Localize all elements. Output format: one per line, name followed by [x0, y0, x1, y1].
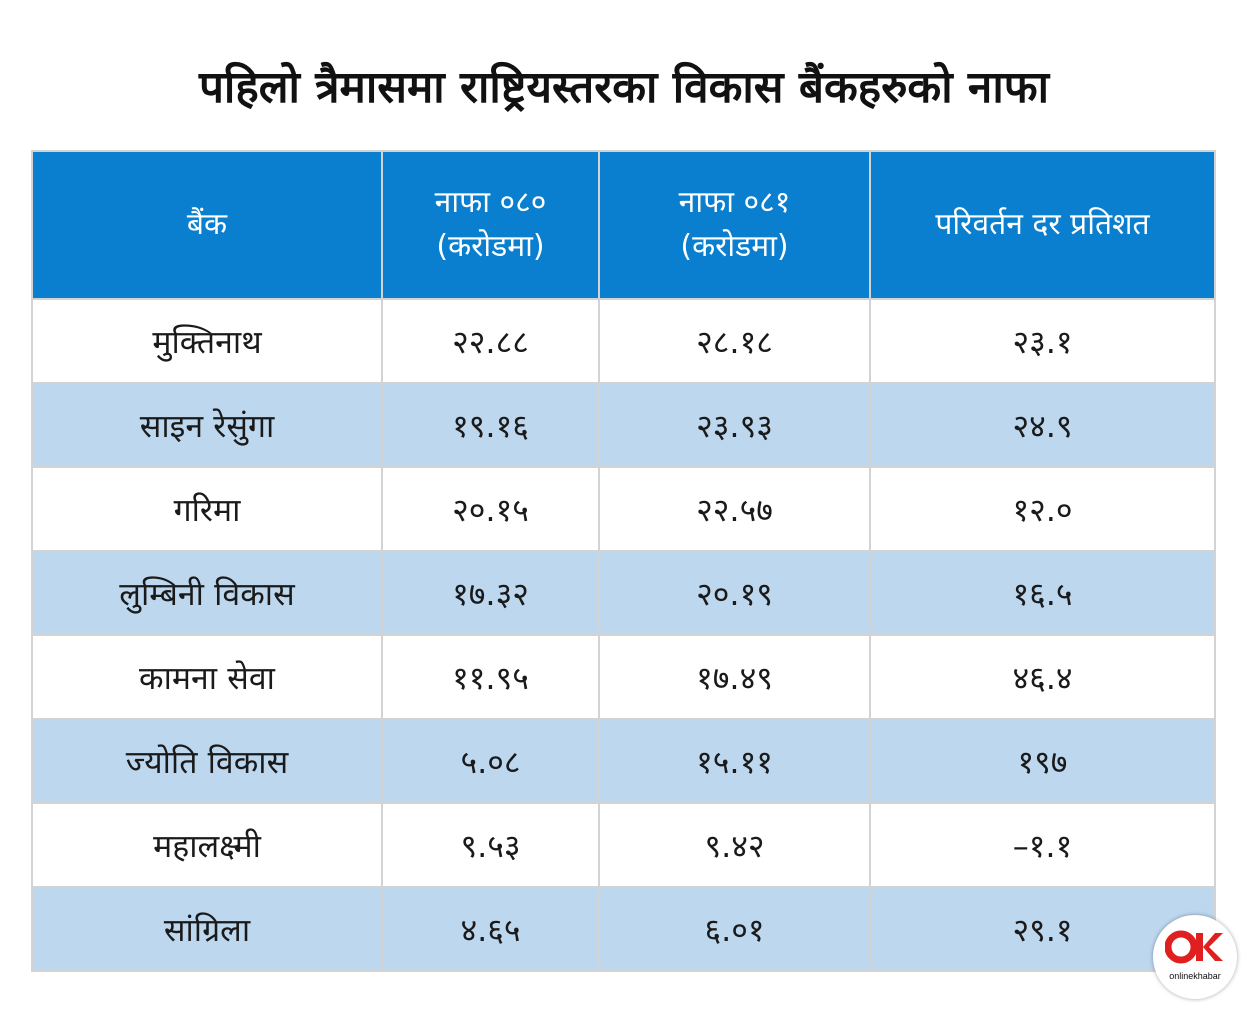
cell-change: २४.९ [869, 382, 1216, 468]
table-row: कामना सेवा ११.९५ १७.४९ ४६.४ [31, 634, 1216, 720]
table-row: सांग्रिला ४.६५ ६.०१ २९.१ [31, 886, 1216, 972]
cell-change: १९७ [869, 718, 1216, 804]
cell-change: ४६.४ [869, 634, 1216, 720]
cell-profit-081: २३.९३ [598, 382, 871, 468]
header-change-rate: परिवर्तन दर प्रतिशत [869, 150, 1216, 300]
cell-profit-080: १७.३२ [381, 550, 600, 636]
onlinekhabar-logo: onlinekhabar [1153, 915, 1237, 999]
cell-bank: गरिमा [31, 466, 383, 552]
cell-change: २९.१ [869, 886, 1216, 972]
cell-bank: लुम्बिनी विकास [31, 550, 383, 636]
cell-change: १६.५ [869, 550, 1216, 636]
table-row: साइन रेसुंगा १९.१६ २३.९३ २४.९ [31, 382, 1216, 468]
bank-profit-table: बैंक नाफा ०८० (करोडमा) नाफा ०८१ (करोडमा)… [31, 150, 1216, 972]
cell-change: १२.० [869, 466, 1216, 552]
cell-bank: मुक्तिनाथ [31, 298, 383, 384]
logo-caption: onlinekhabar [1169, 971, 1221, 981]
cell-bank: सांग्रिला [31, 886, 383, 972]
header-profit-080: नाफा ०८० (करोडमा) [381, 150, 600, 300]
cell-profit-080: २२.८८ [381, 298, 600, 384]
cell-profit-080: २०.१५ [381, 466, 600, 552]
cell-bank: कामना सेवा [31, 634, 383, 720]
header-profit-081: नाफा ०८१ (करोडमा) [598, 150, 871, 300]
cell-profit-080: ५.०८ [381, 718, 600, 804]
cell-change: –१.१ [869, 802, 1216, 888]
cell-change: २३.१ [869, 298, 1216, 384]
cell-profit-081: २२.५७ [598, 466, 871, 552]
cell-profit-080: ९.५३ [381, 802, 600, 888]
header-bank: बैंक [31, 150, 383, 300]
cell-profit-081: ९.४२ [598, 802, 871, 888]
table-row: गरिमा २०.१५ २२.५७ १२.० [31, 466, 1216, 552]
ok-logo-icon [1165, 930, 1223, 964]
table-header-row: बैंक नाफा ०८० (करोडमा) नाफा ०८१ (करोडमा)… [31, 150, 1216, 300]
cell-profit-081: ६.०१ [598, 886, 871, 972]
table-row: महालक्ष्मी ९.५३ ९.४२ –१.१ [31, 802, 1216, 888]
cell-bank: ज्योति विकास [31, 718, 383, 804]
table-row: मुक्तिनाथ २२.८८ २८.१८ २३.१ [31, 298, 1216, 384]
cell-profit-081: १५.११ [598, 718, 871, 804]
cell-profit-080: ११.९५ [381, 634, 600, 720]
table-row: लुम्बिनी विकास १७.३२ २०.१९ १६.५ [31, 550, 1216, 636]
cell-profit-081: १७.४९ [598, 634, 871, 720]
cell-bank: महालक्ष्मी [31, 802, 383, 888]
cell-profit-080: ४.६५ [381, 886, 600, 972]
cell-bank: साइन रेसुंगा [31, 382, 383, 468]
page-title: पहिलो त्रैमासमा राष्ट्रियस्तरका विकास बै… [198, 62, 1050, 113]
cell-profit-081: २८.१८ [598, 298, 871, 384]
table-row: ज्योति विकास ५.०८ १५.११ १९७ [31, 718, 1216, 804]
cell-profit-081: २०.१९ [598, 550, 871, 636]
cell-profit-080: १९.१६ [381, 382, 600, 468]
